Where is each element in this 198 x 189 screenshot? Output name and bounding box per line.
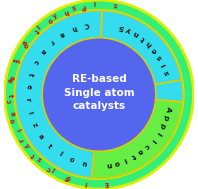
Text: t: t bbox=[33, 28, 39, 34]
Text: t: t bbox=[140, 35, 146, 42]
Text: e: e bbox=[64, 174, 70, 181]
Text: c: c bbox=[13, 58, 20, 64]
Text: a: a bbox=[8, 75, 15, 81]
Text: r: r bbox=[49, 38, 55, 44]
Text: n: n bbox=[81, 161, 87, 168]
Circle shape bbox=[42, 38, 156, 151]
Text: y: y bbox=[52, 13, 59, 20]
Text: i: i bbox=[93, 2, 96, 8]
Text: s: s bbox=[66, 175, 71, 182]
Text: s: s bbox=[156, 54, 164, 61]
Text: y: y bbox=[126, 26, 132, 33]
Text: a: a bbox=[22, 40, 30, 47]
Text: a: a bbox=[39, 47, 46, 54]
Text: i: i bbox=[27, 111, 33, 115]
Text: a: a bbox=[8, 111, 15, 116]
Text: P: P bbox=[81, 3, 86, 10]
Text: c: c bbox=[32, 59, 39, 65]
Text: e: e bbox=[151, 46, 159, 54]
Text: S: S bbox=[118, 23, 125, 30]
Text: r: r bbox=[18, 136, 25, 142]
Text: o: o bbox=[47, 16, 54, 23]
Text: z: z bbox=[31, 122, 38, 128]
Text: c: c bbox=[7, 99, 13, 103]
Text: t: t bbox=[13, 58, 20, 64]
Text: h: h bbox=[71, 24, 77, 31]
Text: t: t bbox=[47, 143, 53, 149]
Text: p: p bbox=[162, 114, 169, 121]
Text: n: n bbox=[106, 161, 112, 168]
Text: e: e bbox=[25, 84, 31, 89]
Text: RE-based
Single atom
catalysts: RE-based Single atom catalysts bbox=[64, 74, 134, 111]
Text: s: s bbox=[72, 5, 77, 12]
Text: s: s bbox=[163, 69, 170, 75]
Text: c: c bbox=[143, 142, 151, 150]
Wedge shape bbox=[15, 10, 102, 178]
Text: t: t bbox=[27, 71, 34, 76]
Text: i: i bbox=[161, 62, 167, 67]
Text: c: c bbox=[46, 165, 52, 172]
Text: n: n bbox=[132, 30, 140, 38]
Wedge shape bbox=[155, 80, 183, 102]
Text: a: a bbox=[8, 78, 14, 83]
Text: o: o bbox=[114, 159, 120, 166]
Text: l: l bbox=[155, 130, 161, 136]
Text: l: l bbox=[14, 128, 21, 133]
Wedge shape bbox=[92, 99, 183, 179]
Text: i: i bbox=[50, 167, 55, 174]
Wedge shape bbox=[5, 0, 193, 189]
Text: h: h bbox=[63, 8, 69, 15]
Text: y: y bbox=[23, 143, 30, 150]
Text: s: s bbox=[34, 156, 42, 163]
Text: o: o bbox=[10, 118, 17, 124]
Text: a: a bbox=[137, 148, 144, 155]
Text: C: C bbox=[84, 21, 89, 28]
Text: A: A bbox=[164, 106, 171, 112]
Text: a: a bbox=[59, 30, 66, 37]
Text: r: r bbox=[25, 98, 31, 102]
Text: l: l bbox=[85, 180, 88, 186]
Text: p: p bbox=[158, 122, 166, 129]
Text: t: t bbox=[7, 94, 13, 97]
Text: t: t bbox=[130, 153, 136, 160]
Text: i: i bbox=[150, 137, 156, 143]
Text: h: h bbox=[146, 40, 153, 48]
Text: E: E bbox=[104, 180, 109, 187]
Text: s: s bbox=[112, 3, 117, 10]
Text: o: o bbox=[21, 41, 29, 48]
Text: l: l bbox=[36, 25, 42, 31]
Text: i: i bbox=[123, 156, 128, 163]
Wedge shape bbox=[101, 10, 182, 85]
Text: a: a bbox=[37, 133, 45, 140]
Text: t: t bbox=[30, 152, 37, 159]
Text: i: i bbox=[57, 151, 63, 157]
Text: o: o bbox=[69, 157, 75, 164]
